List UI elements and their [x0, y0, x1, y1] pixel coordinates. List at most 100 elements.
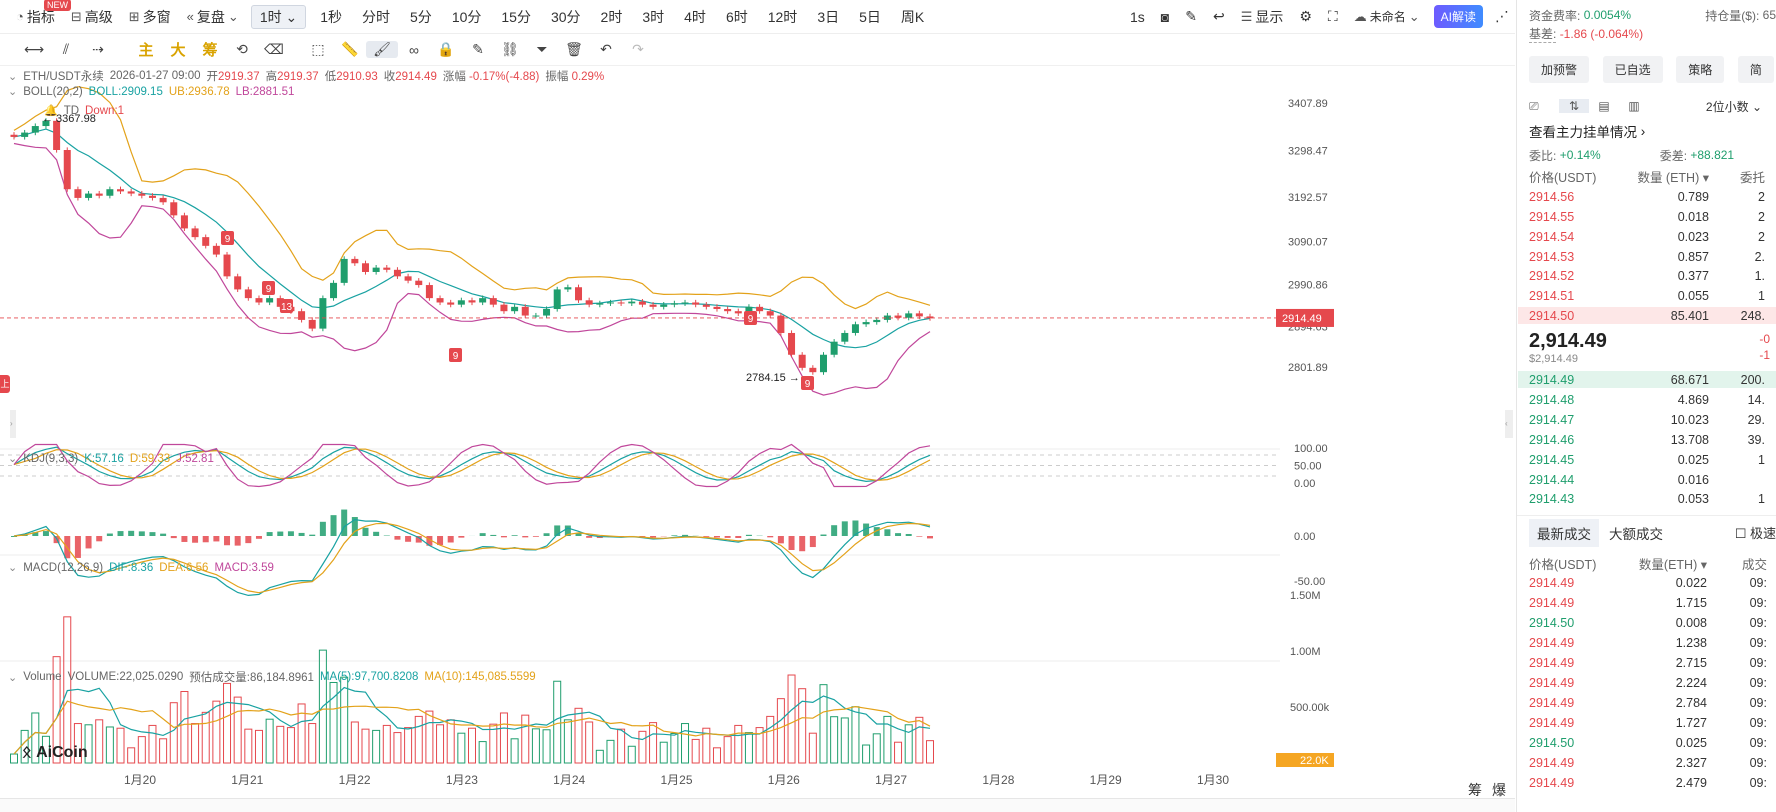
main-orders-link[interactable]: 查看主力挂单情况 ›	[1517, 119, 1776, 143]
display-button[interactable]: ☰ 显示	[1233, 0, 1292, 34]
ob-qty-header[interactable]: 数量 (ETH) ▾	[1637, 171, 1709, 186]
eraser-icon[interactable]: ⌫	[264, 41, 284, 57]
timeframe-5[interactable]: 15分	[501, 8, 531, 25]
tab-large-trades[interactable]: 大额成交	[1609, 526, 1663, 542]
orderbook-row[interactable]: 2914.45 0.025 1	[1517, 450, 1776, 470]
orderbook-row[interactable]: 2914.48 4.869 14.	[1517, 390, 1776, 410]
sync-icon[interactable]: ⟲	[236, 41, 248, 57]
orderbook-split-icon[interactable]: ⇅	[1559, 99, 1589, 113]
interval-1s-button[interactable]: 1s	[1129, 8, 1145, 25]
settings-icon[interactable]: ⚙	[1299, 8, 1312, 24]
timeframe-10[interactable]: 6时	[725, 8, 748, 25]
multi-window-button[interactable]: ⊞ 多窗	[121, 0, 179, 34]
tab-latest-trades[interactable]: 最新成交	[1529, 518, 1599, 547]
timeframe-4[interactable]: 10分	[451, 8, 482, 25]
lock-icon[interactable]: 🔒	[437, 41, 455, 57]
timeframe-12[interactable]: 3日	[817, 8, 840, 25]
crop-icon[interactable]: ⬚	[311, 41, 325, 57]
timeframe-8[interactable]: 3时	[642, 8, 665, 25]
side-tag[interactable]: 上	[0, 375, 10, 393]
pen-icon[interactable]: ✎	[1185, 8, 1197, 24]
candle-body	[841, 332, 849, 342]
macd-histogram-bar	[351, 517, 358, 536]
ray-line-icon[interactable]: ⇢	[92, 41, 104, 57]
kdj-k-line	[13, 446, 931, 483]
chips-button[interactable]: 筹	[202, 42, 218, 59]
add-alert-button[interactable]: 加预警	[1529, 56, 1590, 83]
fast-mode-toggle[interactable]: ☐ 极速	[1735, 523, 1776, 542]
strategy-button[interactable]: 策略	[1676, 56, 1725, 83]
timeframe-2[interactable]: 分时	[362, 8, 391, 25]
macd-histogram-bar	[74, 536, 81, 558]
orderbook-row[interactable]: 2914.51 0.055 1	[1517, 286, 1776, 306]
volume-bar	[702, 727, 711, 764]
timeframe-7[interactable]: 2时	[600, 8, 623, 25]
timeframe-13[interactable]: 5日	[859, 8, 881, 25]
orderbook-row[interactable]: 2914.49 68.671 200.	[1517, 370, 1776, 390]
redo-icon[interactable]: ↷	[632, 41, 644, 57]
collapse-icon[interactable]: ⌄	[8, 70, 18, 83]
orderbook-row[interactable]: 2914.54 0.023 2	[1517, 227, 1776, 247]
undo-icon[interactable]: ↶	[600, 41, 612, 57]
undo-icon[interactable]: ↩	[1212, 8, 1225, 24]
collapse-icon[interactable]: ⌄	[8, 86, 18, 98]
orderbook-bids-icon[interactable]: ▥	[1628, 99, 1640, 113]
filter-icon[interactable]: ⏷	[536, 41, 548, 57]
indicators-button[interactable]: ◔ 指标 NEW	[8, 0, 71, 34]
big-order-button[interactable]: 大	[170, 42, 186, 59]
timeframe-9[interactable]: 4时	[684, 8, 706, 25]
orderbook-row[interactable]: 2914.56 0.789 2	[1517, 187, 1776, 207]
glasses-icon[interactable]: ∞	[409, 41, 419, 58]
trash-icon[interactable]: 🗑	[565, 41, 583, 57]
timeframe-14[interactable]: 周K	[900, 8, 925, 25]
collapse-icon[interactable]: ⌄	[8, 453, 18, 465]
chips-corner[interactable]: 筹	[1468, 782, 1482, 798]
main-chart-button[interactable]: 主	[138, 42, 154, 59]
display-label: 显示	[1255, 8, 1284, 25]
orderbook-row[interactable]: 2914.53 0.857 2.	[1517, 247, 1776, 267]
volume-axis-label: 1.50M	[1290, 590, 1321, 602]
tr-qty-header[interactable]: 数量(ETH) ▾	[1638, 557, 1707, 572]
bell-icon[interactable]: 🔔	[44, 105, 58, 117]
simple-button[interactable]: 简	[1737, 56, 1774, 83]
edit-icon[interactable]: ✎	[472, 41, 484, 57]
orderbook-row[interactable]: 2914.47 10.023 29.	[1517, 410, 1776, 430]
orderbook-row[interactable]: 2914.43 0.053 1	[1517, 489, 1776, 509]
share-icon[interactable]: ⋰	[1495, 8, 1509, 24]
fullscreen-icon[interactable]: ⛶	[1327, 8, 1338, 24]
volume-bar	[31, 712, 40, 764]
horizontal-line-icon[interactable]: ⟷	[23, 41, 45, 57]
watchlist-button[interactable]: 已自选	[1602, 56, 1663, 83]
advanced-button[interactable]: ⊟ 高级	[63, 0, 121, 34]
brush-icon[interactable]: 🖌	[366, 41, 398, 58]
ruler-icon[interactable]: 📏	[341, 41, 359, 57]
collapse-icon[interactable]: ⌄	[8, 671, 18, 684]
decimals-select[interactable]: 2位小数 ⌄	[1705, 99, 1762, 114]
camera-icon[interactable]: ◙	[1160, 8, 1170, 25]
timeframe-3[interactable]: 5分	[410, 8, 432, 25]
orderbook-row[interactable]: 2914.52 0.377 1.	[1517, 266, 1776, 286]
trend-line-icon[interactable]: ⫽	[62, 41, 70, 57]
timeframe-1[interactable]: 1秒	[320, 8, 343, 25]
orderbook-row[interactable]: 2914.50 85.401 248.	[1517, 306, 1776, 326]
timeframe-6[interactable]: 30分	[550, 8, 581, 25]
right-collapse-handle[interactable]: ‹	[1505, 410, 1513, 438]
layout-dropdown[interactable]: ☁ 未命名 ⌄	[1346, 0, 1428, 34]
orderbook-row[interactable]: 2914.55 0.018 2	[1517, 207, 1776, 227]
liquidation-corner[interactable]: 爆	[1492, 782, 1506, 798]
replay-button[interactable]: « 复盘 ⌄	[179, 0, 247, 34]
macd-histogram-bar	[234, 536, 241, 546]
timeframe-0[interactable]: 1时 ⌄	[250, 4, 307, 29]
collapse-icon[interactable]: ⌄	[8, 562, 18, 574]
orderbook-row[interactable]: 2914.44 0.016	[1517, 470, 1776, 490]
ai-interpret-button[interactable]: AI解读	[1433, 5, 1483, 28]
kline-chart[interactable]: 3407.893298.473192.573090.072990.862894.…	[0, 66, 1515, 798]
trade-time: 09:	[1749, 596, 1767, 611]
orderbook-row[interactable]: 2914.46 13.708 39.	[1517, 430, 1776, 450]
orderbook-both-icon[interactable]: ⎚	[1529, 98, 1539, 113]
orderbook-asks-icon[interactable]: ▤	[1598, 99, 1610, 113]
left-collapse-handle[interactable]: ›	[10, 410, 16, 438]
timeframe-11[interactable]: 12时	[767, 8, 798, 25]
macd-histogram-bar	[703, 536, 710, 537]
link-icon[interactable]: ⛓	[501, 41, 519, 57]
